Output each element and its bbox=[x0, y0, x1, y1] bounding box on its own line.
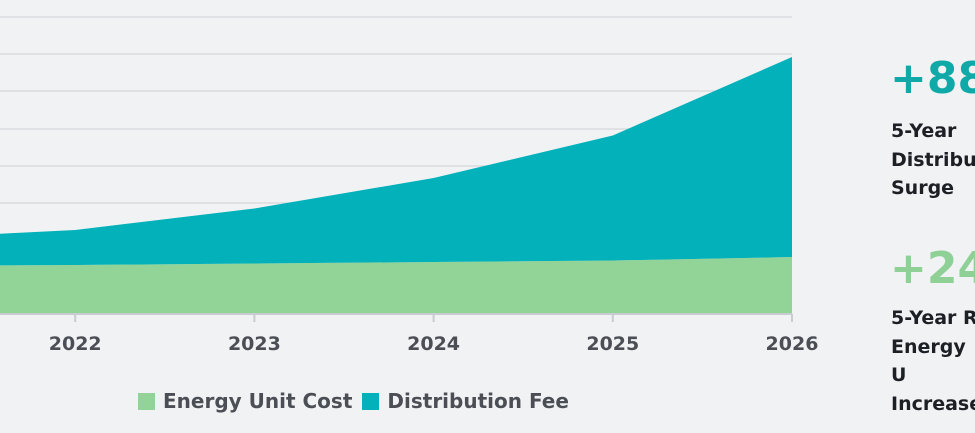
x-tick-label-2022: 2022 bbox=[49, 333, 102, 355]
kpi-distribution-surge-value: +88 bbox=[890, 53, 975, 104]
x-tick-label-2025: 2025 bbox=[586, 333, 639, 355]
area-series bbox=[0, 57, 792, 314]
legend-label-distribution: Distribution Fee bbox=[387, 389, 569, 413]
x-axis: 2022 2023 2024 2025 2026 bbox=[0, 313, 819, 355]
x-tick-label-2026: 2026 bbox=[766, 333, 819, 355]
legend-swatch-distribution bbox=[362, 392, 380, 410]
x-tick-label-2024: 2024 bbox=[407, 333, 460, 355]
area-energy-unit-cost bbox=[0, 257, 792, 314]
kpi-energy-increase-label: 5-Year R Energy U Increase bbox=[891, 307, 975, 415]
kpi-energy-increase-value: +24 bbox=[890, 243, 975, 294]
legend-item-energy-unit-cost: Energy Unit Cost bbox=[138, 389, 352, 413]
area-distribution-fee bbox=[0, 57, 792, 266]
kpi-distribution-surge-label: 5-Year Distribu Surge bbox=[891, 120, 975, 199]
legend-label-energy: Energy Unit Cost bbox=[163, 389, 353, 413]
legend-swatch-energy bbox=[138, 392, 155, 410]
legend-item-distribution-fee: Distribution Fee bbox=[362, 389, 569, 413]
x-tick-label-2023: 2023 bbox=[228, 333, 281, 355]
chart-legend: Energy Unit Cost Distribution Fee bbox=[138, 389, 579, 413]
